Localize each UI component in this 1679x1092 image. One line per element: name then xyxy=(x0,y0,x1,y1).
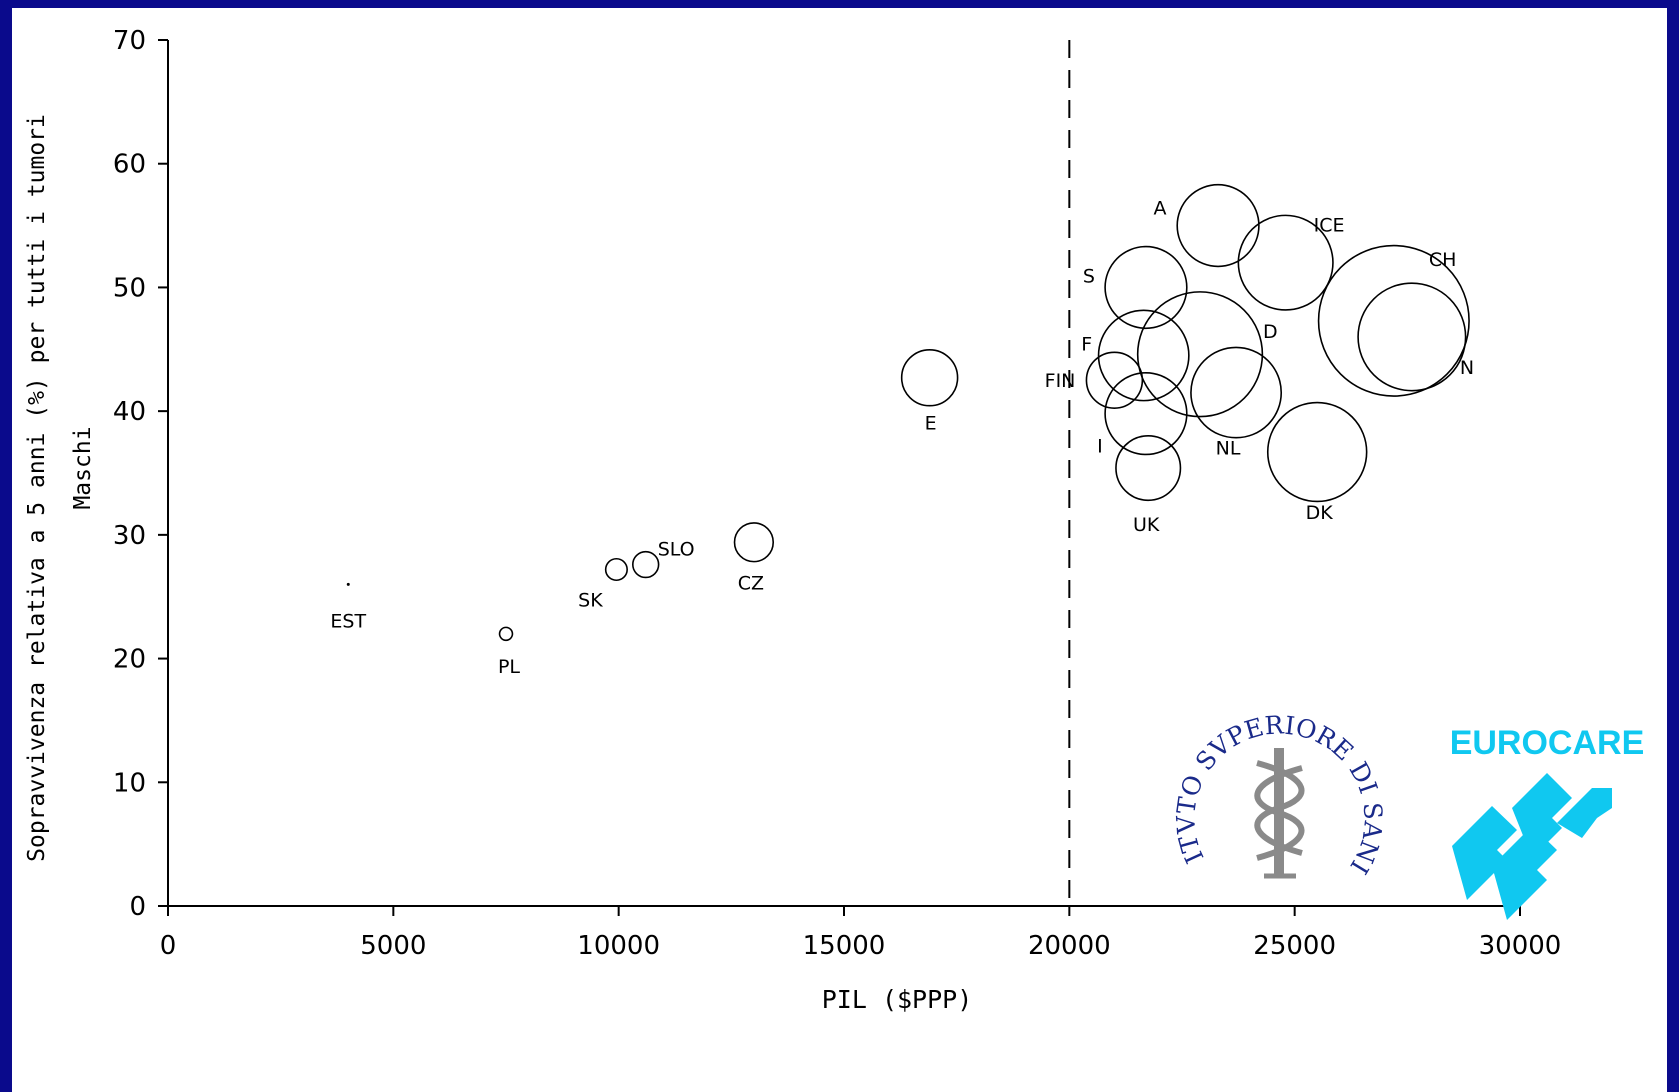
point-label-s: S xyxy=(1083,265,1095,287)
x-tick-label: 20000 xyxy=(1028,931,1111,961)
point-label-fin: FIN xyxy=(1045,370,1076,392)
y-axis-subtitle: Maschi xyxy=(70,426,96,509)
point-label-est: EST xyxy=(330,610,366,632)
y-tick-label: 20 xyxy=(113,645,146,675)
bubble-sk xyxy=(604,557,628,582)
x-tick-label: 15000 xyxy=(803,931,886,961)
bubble-d xyxy=(1136,291,1264,418)
bubble-uk xyxy=(1115,435,1182,502)
bubble-i xyxy=(1104,371,1188,456)
bubble-a xyxy=(1176,183,1260,268)
y-tick-label: 10 xyxy=(113,768,146,798)
bubble-dk xyxy=(1266,401,1368,503)
point-label-dk: DK xyxy=(1306,502,1334,524)
bubble-cz xyxy=(733,522,775,563)
point-label-cz: CZ xyxy=(738,572,764,594)
bubble-n xyxy=(1357,282,1467,392)
point-label-a: A xyxy=(1154,198,1167,220)
bubble-nl xyxy=(1190,346,1283,439)
bubble-e xyxy=(900,348,959,407)
bubbles-layer xyxy=(346,183,1470,642)
point-label-f: F xyxy=(1081,333,1092,355)
y-tick-label: 50 xyxy=(113,273,146,303)
x-tick-label: 10000 xyxy=(577,931,660,961)
iss-logo: ISTITVTO SVPERIORE DI SANITA xyxy=(12,8,1388,879)
y-tick-label: 40 xyxy=(113,397,146,427)
point-label-e: E xyxy=(925,413,937,435)
bubble-fin xyxy=(1085,351,1144,409)
caduceus-icon xyxy=(1254,748,1305,879)
axes-layer: 0 10 20 30 40 50 60 70 0 5000 10000 15000 20000 25000… xyxy=(113,26,1561,961)
eurocare-logo-text: EUROCARE xyxy=(1450,724,1645,762)
point-label-i: I xyxy=(1097,436,1103,458)
bubble-s xyxy=(1104,245,1188,330)
scatter-chart: 0 10 20 30 40 50 60 70 0 5000 10000 15000 20000 25000… xyxy=(12,8,1645,1014)
eurocare-logo: EUROCARE xyxy=(1450,724,1645,920)
point-label-sk: SK xyxy=(578,589,603,611)
svg-text:ISTITVTO SVPERIORE DI SANITA: ISTITVTO SVPERIORE DI SANITA xyxy=(12,8,1388,879)
point-label-ice: ICE xyxy=(1314,215,1345,237)
point-label-ch: CH xyxy=(1429,249,1457,271)
point-label-uk: UK xyxy=(1133,514,1160,536)
point-label-d: D xyxy=(1263,321,1278,343)
iss-logo-text: ISTITVTO SVPERIORE DI SANITA xyxy=(12,8,1388,879)
x-tick-label: 5000 xyxy=(360,931,426,961)
bubble-f xyxy=(1097,309,1190,402)
y-tick-label: 60 xyxy=(113,150,146,180)
x-tick-label: 0 xyxy=(160,931,177,961)
chart-frame: 0 10 20 30 40 50 60 70 0 5000 10000 15000 20000 25000… xyxy=(12,8,1667,1092)
bubble-ch xyxy=(1317,244,1470,397)
bubble-pl xyxy=(498,626,514,642)
point-label-slo: SLO xyxy=(658,539,695,561)
point-label-n: N xyxy=(1460,357,1474,379)
x-tick-label: 30000 xyxy=(1479,931,1562,961)
x-axis-title: PIL ($PPP) xyxy=(822,985,973,1014)
bubble-slo xyxy=(632,550,660,579)
point-label-pl: PL xyxy=(498,656,520,678)
y-tick-label: 70 xyxy=(113,26,146,56)
bubble-ice xyxy=(1237,214,1334,311)
bubble-est xyxy=(346,582,350,586)
y-axis-title: Sopravvivenza relativa a 5 anni (%) per … xyxy=(24,114,50,862)
point-label-nl: NL xyxy=(1216,438,1241,460)
y-tick-label: 30 xyxy=(113,521,146,551)
x-tick-label: 25000 xyxy=(1253,931,1336,961)
eurocare-emblem-icon xyxy=(1452,773,1612,920)
y-tick-label: 0 xyxy=(129,892,146,922)
point-labels-layer: EST PL SK SLO CZ E A ICE CH N S F D FIN NL I UK DK xyxy=(330,198,1474,678)
